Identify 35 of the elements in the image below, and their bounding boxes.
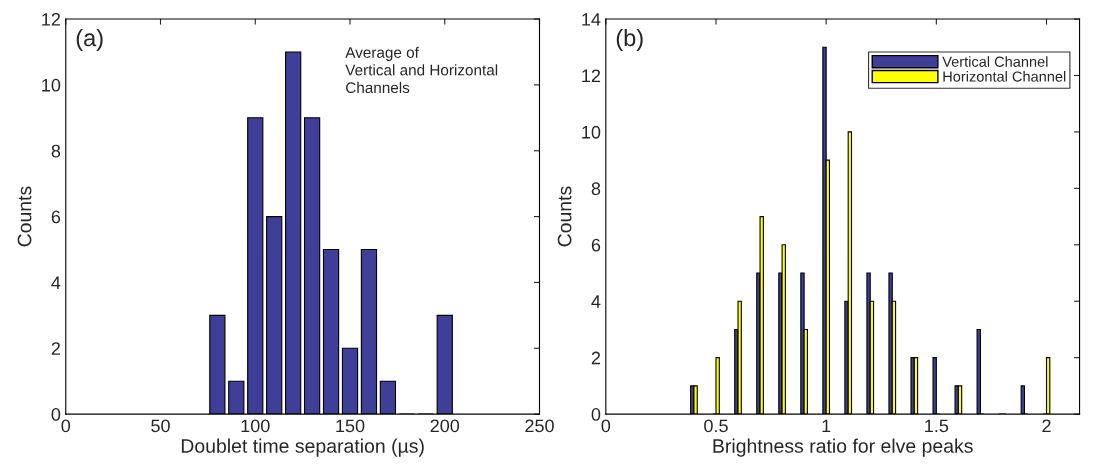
x-tick-label: 150 (336, 419, 365, 433)
y-tick-label: 8 (51, 144, 61, 158)
x-tick-label: 2 (1042, 419, 1051, 433)
y-tick-label: 0 (591, 408, 601, 421)
y-axis-title: Counts (17, 186, 32, 247)
y-axis-title: Counts (557, 186, 572, 247)
x-tick-label: 250 (525, 419, 554, 433)
x-tick-label: 50 (151, 419, 170, 433)
x-axis-title: Doublet time separation (µs) (181, 438, 424, 457)
x-tick-label: 1 (822, 419, 831, 433)
x-tick-label: 0.5 (704, 419, 728, 433)
x-tick-label: 0 (61, 419, 71, 433)
legend-label: Vertical Channel (942, 56, 1048, 67)
y-tick-label: 4 (51, 276, 61, 289)
y-tick-label: 2 (51, 342, 60, 355)
y-tick-label: 0 (51, 408, 61, 421)
y-tick-label: 2 (591, 351, 601, 365)
x-tick-label: 200 (430, 419, 460, 433)
y-tick-label: 6 (591, 238, 601, 252)
y-tick-label: 10 (42, 78, 61, 92)
legend-label: Horizontal Channel (943, 71, 1066, 82)
y-tick-label: 12 (42, 12, 60, 26)
annotation: Average of Vertical and Horizontal Channels (345, 46, 498, 94)
x-tick-label: 1.5 (925, 419, 949, 433)
y-tick-label: 10 (582, 125, 601, 139)
x-tick-label: 100 (241, 419, 270, 433)
annotation: (b) (616, 28, 643, 51)
y-tick-label: 6 (51, 210, 61, 224)
y-tick-label: 12 (582, 69, 601, 83)
y-tick-label: 4 (591, 295, 601, 308)
y-tick-label: 14 (582, 13, 601, 26)
annotation: (a) (76, 28, 103, 51)
x-axis-title: Brightness ratio for elve peaks (713, 438, 973, 457)
x-tick-label: 0 (601, 419, 611, 433)
y-tick-label: 8 (591, 182, 601, 196)
